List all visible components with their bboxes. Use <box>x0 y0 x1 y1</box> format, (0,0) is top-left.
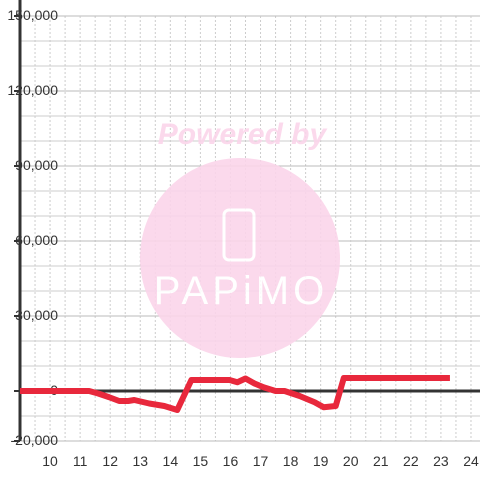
watermark-text: Powered by <box>158 118 328 151</box>
x-tick-label: 18 <box>283 453 299 469</box>
y-tick-label: -20,000 <box>11 432 59 448</box>
x-tick-label: 14 <box>163 453 179 469</box>
watermark-phone <box>222 208 256 262</box>
x-tick-label: 24 <box>463 453 479 469</box>
x-tick-label: 12 <box>102 453 118 469</box>
y-tick-label: 30,000 <box>15 307 58 323</box>
x-tick-label: 10 <box>42 453 58 469</box>
x-tick-label: 13 <box>132 453 148 469</box>
x-tick-label: 16 <box>223 453 239 469</box>
watermark-circle <box>140 158 340 358</box>
y-tick-label: 120,000 <box>7 82 58 98</box>
x-tick-label: 19 <box>313 453 329 469</box>
watermark: Powered by PAPiMO <box>140 118 340 358</box>
y-tick-label: 90,000 <box>15 157 58 173</box>
x-tick-label: 23 <box>433 453 449 469</box>
x-tick-label: 11 <box>73 453 88 469</box>
x-tick-label: 15 <box>193 453 209 469</box>
watermark-logo: PAPiMO <box>154 269 328 313</box>
y-tick-label: 150,000 <box>7 7 58 23</box>
x-tick-label: 20 <box>343 453 359 469</box>
x-tick-label: 22 <box>403 453 419 469</box>
y-tick-label: 60,000 <box>15 232 58 248</box>
x-tick-label: 21 <box>373 453 389 469</box>
axes: -20,000030,00060,00090,000120,000150,000… <box>7 0 480 469</box>
data-line <box>20 375 450 413</box>
x-tick-label: 17 <box>253 453 269 469</box>
